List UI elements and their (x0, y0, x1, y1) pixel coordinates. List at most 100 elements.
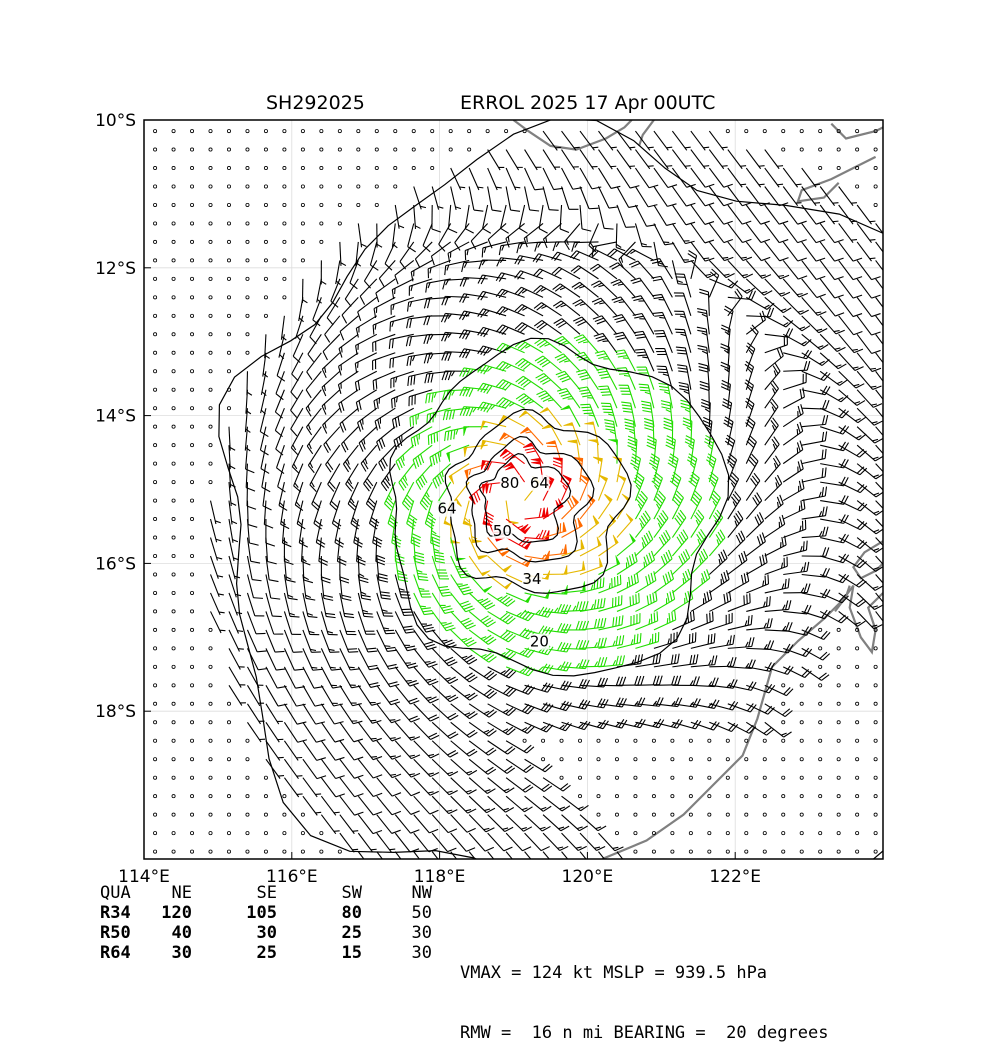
calm-dot (172, 203, 175, 206)
calm-dot (819, 684, 822, 687)
wind-barb (358, 833, 376, 852)
wind-barb (451, 593, 475, 612)
calm-dot (301, 148, 304, 151)
wind-barb (820, 390, 848, 402)
wind-barb (358, 852, 376, 871)
calm-dot (763, 813, 766, 816)
wind-barb (839, 371, 865, 388)
calm-dot (837, 850, 840, 853)
calm-dot (800, 702, 803, 705)
calm-dot (560, 739, 563, 742)
calm-dot (708, 739, 711, 742)
wind-barb (395, 852, 413, 871)
calm-dot (301, 185, 304, 188)
wind-barb (617, 150, 635, 169)
calm-dot (246, 222, 249, 225)
wind-barb (594, 333, 617, 352)
calm-dot (190, 166, 193, 169)
wind-barb (839, 464, 867, 475)
wind-barb (525, 683, 553, 693)
contour-label: 80 (500, 474, 519, 492)
calm-dot (264, 240, 267, 243)
wind-barb (211, 593, 225, 615)
wind-barb (632, 296, 654, 316)
calm-dot (246, 333, 249, 336)
calm-dot (153, 850, 156, 853)
calm-dot (264, 203, 267, 206)
wind-barb (746, 308, 773, 317)
calm-dot (209, 240, 212, 243)
wind-barb (358, 722, 381, 741)
calm-dot (172, 148, 175, 151)
calm-dot (819, 702, 822, 705)
calm-dot (153, 481, 156, 484)
wind-barb (496, 380, 524, 391)
calm-dot (172, 813, 175, 816)
calm-dot (320, 240, 323, 243)
wind-barb (451, 187, 461, 210)
calm-dot (209, 776, 212, 779)
wind-barb (247, 482, 256, 509)
calm-dot (246, 832, 249, 835)
calm-dot (560, 776, 563, 779)
calm-dot (227, 813, 230, 816)
calm-dot (468, 129, 471, 132)
calm-dot (320, 166, 323, 169)
calm-dot (190, 850, 193, 853)
wind-barb (308, 445, 321, 473)
radius-sw: 80 (277, 903, 362, 923)
calm-dot (172, 129, 175, 132)
calm-dot (190, 351, 193, 354)
calm-dot (209, 333, 212, 336)
calm-dot (172, 517, 175, 520)
calm-dot (153, 185, 156, 188)
wind-barb (635, 223, 651, 246)
wind-barb (284, 741, 302, 761)
calm-dot (357, 185, 360, 188)
wind-barb (560, 205, 569, 232)
wind-barb (876, 538, 901, 556)
wind-barb (266, 722, 283, 742)
wind-barb (746, 533, 765, 556)
wind-barb (358, 667, 380, 688)
wind-barb (765, 316, 793, 327)
wind-barb (543, 187, 559, 211)
wind-barb (820, 205, 838, 224)
calm-dot (227, 758, 230, 761)
wind-barb (689, 472, 700, 500)
calm-dot (634, 813, 637, 816)
wind-barb (802, 431, 827, 445)
wind-barb (672, 223, 694, 243)
wind-barb (340, 611, 357, 634)
wind-barb (414, 630, 437, 650)
calm-dot (264, 813, 267, 816)
calm-dot (153, 628, 156, 631)
calm-dot (856, 185, 859, 188)
wind-barb (229, 630, 244, 652)
wind-barb (229, 667, 245, 688)
wind-barb (709, 150, 727, 169)
wind-barb (534, 303, 561, 316)
wind-barb (506, 610, 534, 621)
calm-dot (745, 776, 748, 779)
calm-dot (837, 665, 840, 668)
wind-barb (229, 611, 243, 633)
wind-barb (506, 722, 534, 733)
wind-barb (876, 464, 901, 482)
wind-barb (506, 741, 534, 753)
calm-dot (246, 296, 249, 299)
wind-barb (631, 278, 654, 297)
wind-barb (496, 289, 524, 298)
lat-tick-label: 10°S (95, 111, 136, 131)
wind-barb (432, 611, 455, 630)
wind-barb (488, 168, 502, 190)
wind-barb (321, 722, 344, 742)
wind-barb (481, 461, 506, 471)
calm-dot (172, 850, 175, 853)
calm-dot (209, 444, 212, 447)
wind-barb (414, 574, 432, 597)
wind-barb (375, 408, 395, 430)
wind-barb (598, 575, 620, 593)
wind-barb (303, 741, 326, 761)
calm-dot (172, 832, 175, 835)
